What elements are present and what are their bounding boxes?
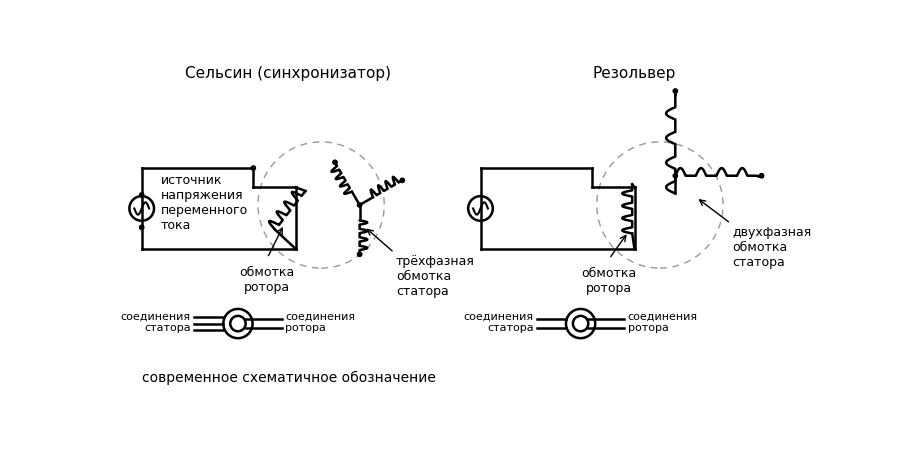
Text: современное схематичное обозначение: современное схематичное обозначение: [141, 371, 436, 384]
Circle shape: [673, 89, 678, 93]
Text: Сельсин (синхронизатор): Сельсин (синхронизатор): [185, 66, 391, 81]
Circle shape: [760, 174, 764, 178]
Circle shape: [251, 166, 256, 170]
Text: Резольвер: Резольвер: [593, 66, 676, 81]
Circle shape: [140, 193, 144, 197]
Text: соединения
ротора: соединения ротора: [285, 311, 355, 333]
Text: источник
напряжения
переменного
тока: источник напряжения переменного тока: [161, 174, 248, 232]
Circle shape: [140, 225, 144, 229]
Text: обмотка
ротора: обмотка ротора: [239, 266, 295, 294]
Text: соединения
ротора: соединения ротора: [627, 311, 698, 333]
Circle shape: [333, 160, 338, 165]
Text: трёхфазная
обмотка
статора: трёхфазная обмотка статора: [396, 255, 474, 298]
Text: двухфазная
обмотка
статора: двухфазная обмотка статора: [733, 226, 812, 269]
Text: соединения
статора: соединения статора: [121, 311, 191, 333]
Circle shape: [400, 178, 404, 182]
Circle shape: [357, 252, 362, 256]
Text: обмотка
ротора: обмотка ротора: [581, 266, 636, 295]
Circle shape: [673, 174, 678, 178]
Circle shape: [357, 203, 362, 207]
Text: соединения
статора: соединения статора: [464, 311, 534, 333]
